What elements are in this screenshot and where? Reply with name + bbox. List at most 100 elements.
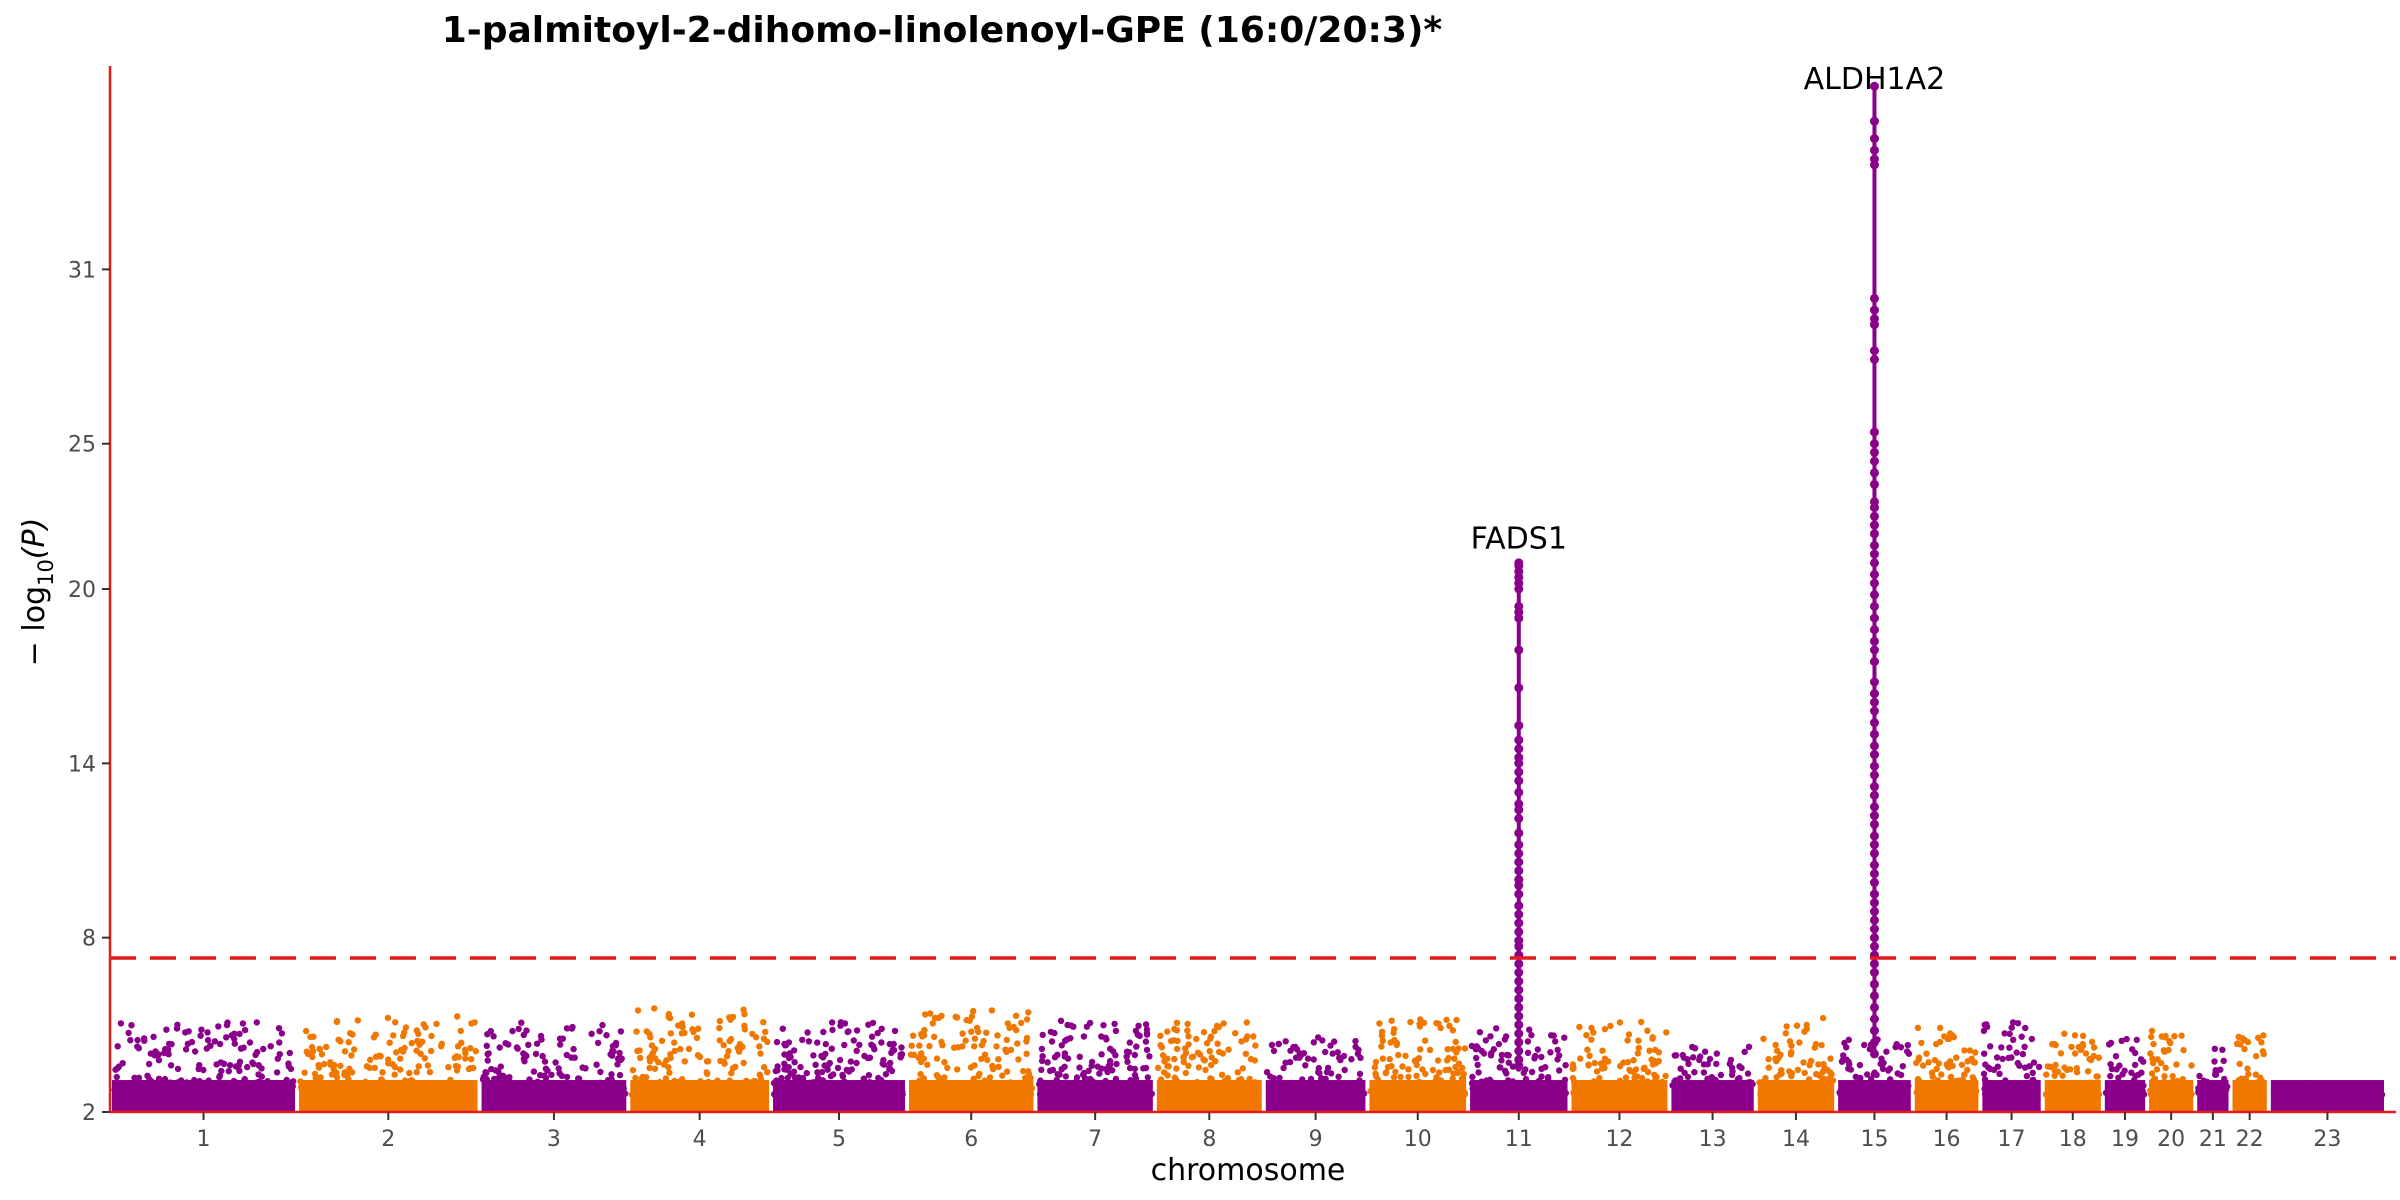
data-point: [1163, 1085, 1171, 1093]
data-point: [781, 1060, 788, 1067]
data-point: [1402, 1052, 1409, 1060]
data-point: [617, 1028, 625, 1035]
data-point: [1125, 1049, 1133, 1056]
data-point: [2178, 1032, 2185, 1039]
data-point: [1704, 1083, 1711, 1090]
peak-point: [1869, 869, 1879, 879]
data-point: [1193, 1035, 1200, 1043]
data-point: [643, 1086, 651, 1093]
data-point: [2022, 1081, 2030, 1089]
data-point: [421, 1055, 428, 1062]
data-point: [970, 1075, 977, 1083]
data-point: [1498, 1051, 1506, 1059]
peak-point: [1514, 848, 1524, 858]
data-point: [929, 1020, 936, 1027]
data-point: [755, 1086, 762, 1094]
data-point: [2148, 1027, 2156, 1035]
data-point: [1038, 1045, 1046, 1053]
peak-point: [1514, 976, 1524, 986]
data-point: [144, 1072, 151, 1080]
data-point: [1382, 1089, 1390, 1096]
chart-title: 1-palmitoyl-2-dihomo-linolenoyl-GPE (16:…: [442, 10, 1443, 51]
data-point: [525, 1091, 532, 1098]
data-point: [958, 1084, 966, 1092]
data-point: [760, 1064, 768, 1071]
data-point: [1475, 1069, 1482, 1076]
data-point: [2139, 1089, 2146, 1097]
data-point: [1235, 1077, 1243, 1084]
data-point: [2107, 1039, 2115, 1047]
data-point: [491, 1075, 498, 1083]
data-point: [526, 1076, 533, 1083]
data-point: [232, 1082, 240, 1090]
data-point: [1310, 1039, 1318, 1046]
data-point: [1422, 1037, 1429, 1044]
data-point: [1599, 1047, 1606, 1054]
data-point: [419, 1038, 426, 1045]
data-point: [1111, 1020, 1118, 1028]
data-point: [637, 1054, 644, 1062]
data-point: [648, 1052, 655, 1059]
data-point: [1999, 1090, 2006, 1098]
data-point: [941, 1059, 948, 1066]
peak-point: [1869, 991, 1879, 1001]
data-point: [1191, 1084, 1199, 1091]
data-point: [646, 1064, 653, 1072]
data-point: [2352, 1091, 2360, 1098]
data-point: [462, 1055, 469, 1062]
data-point: [583, 1089, 590, 1096]
peak-point: [1514, 941, 1524, 951]
data-point: [1243, 1086, 1250, 1093]
data-point: [2259, 1079, 2266, 1086]
data-point: [1840, 1052, 1847, 1059]
data-point: [1329, 1088, 1336, 1095]
data-point: [1246, 1075, 1253, 1083]
data-point: [818, 1068, 826, 1076]
data-point: [1215, 1023, 1223, 1031]
data-point: [1739, 1091, 1747, 1098]
data-point: [890, 1047, 898, 1054]
data-point: [789, 1089, 796, 1096]
data-point: [915, 1082, 922, 1089]
data-point: [2126, 1081, 2134, 1088]
data-point: [397, 1066, 404, 1073]
data-point: [1450, 1070, 1457, 1077]
data-point: [1700, 1061, 1708, 1068]
data-point: [741, 1011, 748, 1018]
data-point: [1388, 1017, 1395, 1024]
data-point: [404, 1091, 411, 1098]
y-tick-label: 25: [68, 433, 96, 458]
data-point: [1014, 1040, 1021, 1047]
peak-point: [1869, 848, 1879, 858]
data-point: [1459, 1075, 1467, 1082]
peak-point: [1514, 1037, 1524, 1047]
data-point: [125, 1029, 132, 1037]
data-point: [1561, 1076, 1569, 1084]
data-point: [286, 1049, 293, 1057]
data-point: [1003, 1036, 1010, 1044]
data-point: [1413, 1072, 1420, 1080]
data-point: [2057, 1050, 2065, 1057]
data-point: [810, 1079, 817, 1086]
data-point: [1580, 1090, 1588, 1098]
data-point: [1053, 1076, 1061, 1084]
x-tick-label: 17: [1998, 1127, 2026, 1152]
data-point: [1444, 1046, 1451, 1053]
data-point: [1132, 1075, 1140, 1082]
data-point: [1254, 1086, 1261, 1093]
data-point: [2221, 1090, 2228, 1097]
data-point: [1528, 1032, 1535, 1039]
data-point: [1436, 1069, 1443, 1076]
data-point: [2161, 1073, 2168, 1080]
data-point: [2084, 1068, 2092, 1075]
data-point: [922, 1011, 929, 1018]
data-point: [931, 1033, 938, 1041]
data-point: [523, 1027, 530, 1034]
data-point: [1496, 1064, 1503, 1071]
peak-point: [1869, 741, 1879, 751]
data-point: [1276, 1074, 1283, 1082]
peak-point: [1869, 160, 1879, 170]
data-point: [568, 1025, 576, 1032]
data-point: [651, 1065, 659, 1072]
peak-point: [1869, 878, 1879, 887]
